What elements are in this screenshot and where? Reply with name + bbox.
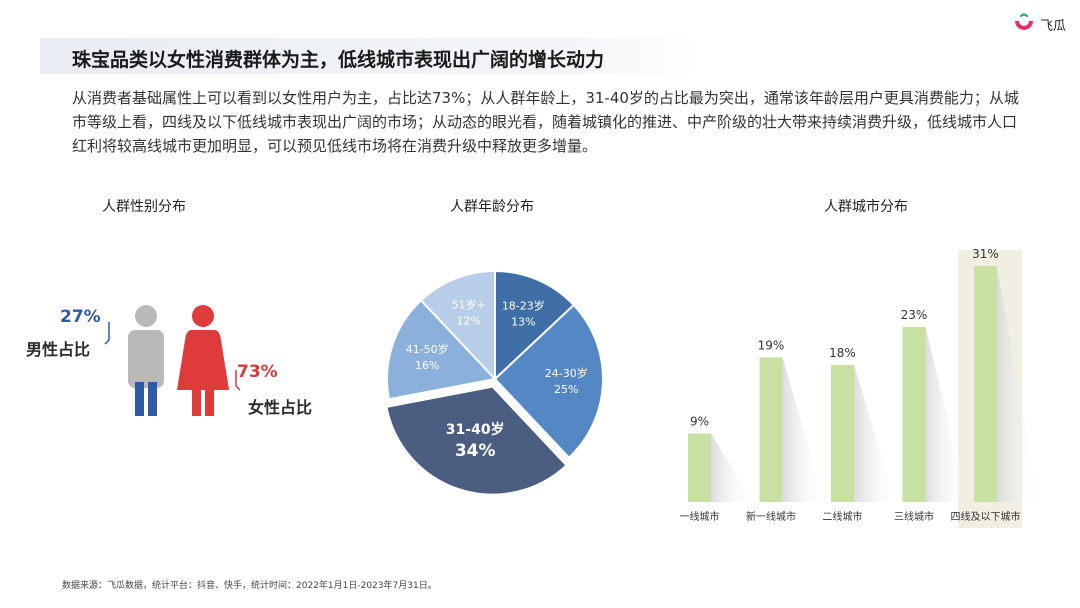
pie-label: 18-23岁 xyxy=(502,299,545,313)
female-label: 女性占比 xyxy=(248,398,313,417)
data-source-footnote: 数据来源：飞瓜数据，统计平台：抖音、快手，统计时间：2022年1月1日-2023… xyxy=(62,581,437,591)
age-pie-chart: 18-23岁 13% 24-30岁 25% 31-40岁 34% 41-50岁 16% 51岁+… xyxy=(385,269,604,496)
age-section-title: 人群年龄分布 xyxy=(450,199,534,215)
bar-category-label: 新一线城市 xyxy=(746,510,796,523)
gender-figures xyxy=(104,305,241,416)
bar-三线城市 xyxy=(902,326,926,502)
male-figure-icon xyxy=(128,305,164,416)
female-figure-icon xyxy=(177,305,229,416)
bar-四线及以下城市 xyxy=(974,266,997,502)
pie-value-label: 34% xyxy=(455,441,496,461)
bar-category-label: 一线城市 xyxy=(680,510,720,523)
bar-shadow xyxy=(854,364,896,502)
pie-label: 51岁+ xyxy=(452,298,486,312)
bar-value-label: 31% xyxy=(972,247,999,261)
bar-category-label: 四线及以下城市 xyxy=(951,510,1021,523)
bar-value-label: 9% xyxy=(690,414,709,428)
pie-slice-18-23岁 xyxy=(494,269,576,382)
bar-category-label: 三线城市 xyxy=(894,510,934,523)
female-bracket xyxy=(235,370,241,391)
bar-一线城市 xyxy=(688,433,711,502)
pie-value-label: 25% xyxy=(554,383,578,396)
bar-shadow xyxy=(782,357,825,502)
pie-slice-31-40岁 xyxy=(385,385,568,496)
pie-value-label: 12% xyxy=(457,315,481,328)
bar-category-label: 二线城市 xyxy=(823,510,863,523)
bar-value-label: 23% xyxy=(901,308,928,322)
bar-value-label: 19% xyxy=(758,338,785,352)
pie-value-label: 13% xyxy=(511,316,535,329)
bar-value-label: 18% xyxy=(829,346,856,360)
bar-新一线城市 xyxy=(759,357,783,502)
brand-logo: 飞瓜 xyxy=(1012,12,1066,36)
pie-label: 31-40岁 xyxy=(446,421,505,438)
bar-shadow xyxy=(997,266,1039,502)
description-text: 从消费者基础属性上可以看到以女性用户为主，占比达73%；从人群年龄上，31-40… xyxy=(72,89,1019,155)
male-percentage: 27% xyxy=(60,307,101,327)
male-label: 男性占比 xyxy=(26,340,91,359)
city-section-title: 人群城市分布 xyxy=(824,199,908,215)
page-title-banner: 珠宝品类以女性消费群体为主，低线城市表现出广阔的增长动力 xyxy=(40,38,700,74)
feigua-logo-icon xyxy=(1014,13,1033,30)
pie-slice-51岁+ xyxy=(419,269,496,382)
female-percentage: 73% xyxy=(237,362,278,382)
pie-slice-24-30岁 xyxy=(493,303,604,460)
gender-section-title: 人群性别分布 xyxy=(102,199,186,215)
brand-name: 飞瓜 xyxy=(1039,18,1066,34)
bar-shadow xyxy=(711,433,753,502)
bar-二线城市 xyxy=(831,364,854,502)
male-bracket xyxy=(104,322,110,345)
pie-label: 24-30岁 xyxy=(545,366,588,380)
pie-label: 41-50岁 xyxy=(406,342,449,356)
city-bar-chart: 9% 一线城市 19% 新一线城市 18% 二线城市 23% 三线城市 31% 四线及以下城市 xyxy=(680,247,1039,528)
pie-slice-41-50岁 xyxy=(386,298,497,401)
pie-value-label: 16% xyxy=(415,359,439,372)
page-title: 珠宝品类以女性消费群体为主，低线城市表现出广阔的增长动力 xyxy=(72,49,605,71)
